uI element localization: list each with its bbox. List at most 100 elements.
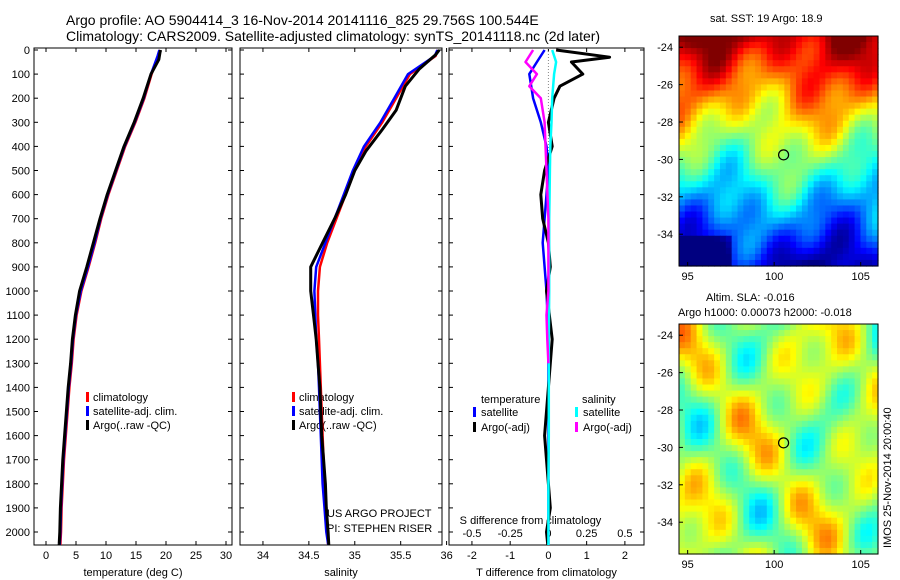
- y-tick-label: 1800: [6, 479, 30, 491]
- map-cell: [679, 84, 686, 92]
- map-cell: [684, 36, 692, 43]
- map-cell: [772, 330, 780, 337]
- map-cell: [807, 336, 815, 343]
- map-cell: [796, 535, 803, 543]
- map-cell: [825, 259, 832, 267]
- map-cell: [679, 247, 686, 255]
- map-cell: [708, 253, 715, 261]
- map-cell: [819, 181, 826, 188]
- map-cell: [725, 372, 733, 380]
- map-cell: [690, 432, 698, 440]
- legend-swatch: [292, 406, 295, 416]
- map-cell: [760, 354, 768, 361]
- map-cell: [760, 523, 768, 531]
- map-cell: [714, 102, 721, 110]
- map-cell: [872, 541, 879, 549]
- map-cell: [679, 241, 686, 249]
- map-cell: [772, 523, 780, 531]
- map-cell: [825, 390, 832, 398]
- map-cell: [825, 511, 832, 519]
- map-cell: [790, 330, 797, 337]
- map-cell: [866, 324, 873, 331]
- map-cell: [825, 96, 832, 104]
- map-cell: [679, 114, 686, 122]
- map-cell: [749, 511, 756, 519]
- x-tick-label: 30: [220, 550, 232, 562]
- map-cell: [714, 463, 721, 470]
- map-cell: [743, 547, 750, 555]
- map-cell: [860, 414, 867, 422]
- map-cell: [866, 402, 873, 410]
- map-cell: [813, 529, 821, 537]
- map-cell: [679, 402, 686, 410]
- map-cell: [854, 169, 862, 176]
- map-cell: [854, 463, 862, 470]
- map-cell: [831, 517, 838, 525]
- map-cell: [690, 114, 698, 122]
- map-cell: [790, 241, 797, 249]
- map-cell: [854, 205, 862, 213]
- map-cell: [842, 157, 850, 164]
- y-tick-label: 1400: [6, 382, 30, 394]
- map-cell: [819, 420, 826, 428]
- map-cell: [778, 457, 785, 464]
- map-cell: [813, 229, 821, 237]
- map-cell: [831, 144, 838, 152]
- map-cell: [690, 72, 698, 79]
- map-cell: [743, 175, 750, 182]
- map-cell: [743, 541, 750, 549]
- map-cell: [825, 336, 832, 343]
- map-cell: [702, 163, 709, 170]
- map-cell: [801, 84, 809, 92]
- map-cell: [679, 42, 686, 49]
- map-cell: [743, 445, 750, 452]
- map-cell: [872, 235, 879, 243]
- map-cell: [755, 511, 762, 519]
- map-cell: [819, 457, 826, 464]
- map-cell: [755, 108, 762, 116]
- map-cell: [819, 151, 826, 158]
- map-cell: [714, 78, 721, 86]
- map-cell: [690, 175, 698, 182]
- map-cell: [760, 451, 768, 458]
- map-cell: [860, 475, 867, 482]
- map-cell: [772, 96, 780, 104]
- map-cell: [854, 36, 862, 43]
- map-cell: [714, 241, 721, 249]
- map-cell: [708, 132, 715, 140]
- map-cell: [696, 529, 704, 537]
- map-cell: [866, 48, 873, 55]
- map-cell: [819, 60, 826, 67]
- map-cell: [784, 402, 791, 410]
- map-cell: [778, 36, 785, 43]
- map-cell: [743, 505, 750, 513]
- project-label: US ARGO PROJECT: [327, 508, 432, 520]
- map-cell: [860, 426, 867, 434]
- map-cell: [807, 175, 815, 182]
- map-cell: [837, 187, 844, 194]
- map-cell: [825, 439, 832, 446]
- map-cell: [860, 463, 867, 470]
- map-cell: [696, 348, 704, 355]
- map-cell: [866, 517, 873, 525]
- map-cell: [813, 348, 821, 355]
- map-cell: [784, 366, 791, 374]
- map-cell: [825, 372, 832, 380]
- map-cell: [872, 199, 879, 207]
- map-cell: [719, 523, 727, 531]
- map-cell: [813, 523, 821, 531]
- map-cell: [760, 499, 768, 507]
- map-cell: [807, 445, 815, 452]
- map-cell: [749, 223, 756, 231]
- map-cell: [725, 120, 733, 128]
- map-cell: [737, 517, 744, 525]
- map-cell: [848, 66, 856, 73]
- map-cell: [778, 324, 785, 331]
- map-cell: [831, 354, 838, 361]
- map-cell: [813, 451, 821, 458]
- map-cell: [760, 193, 768, 201]
- map-cell: [819, 72, 826, 79]
- map-cell: [778, 493, 785, 501]
- map-cell: [737, 505, 744, 513]
- map-cell: [813, 336, 821, 343]
